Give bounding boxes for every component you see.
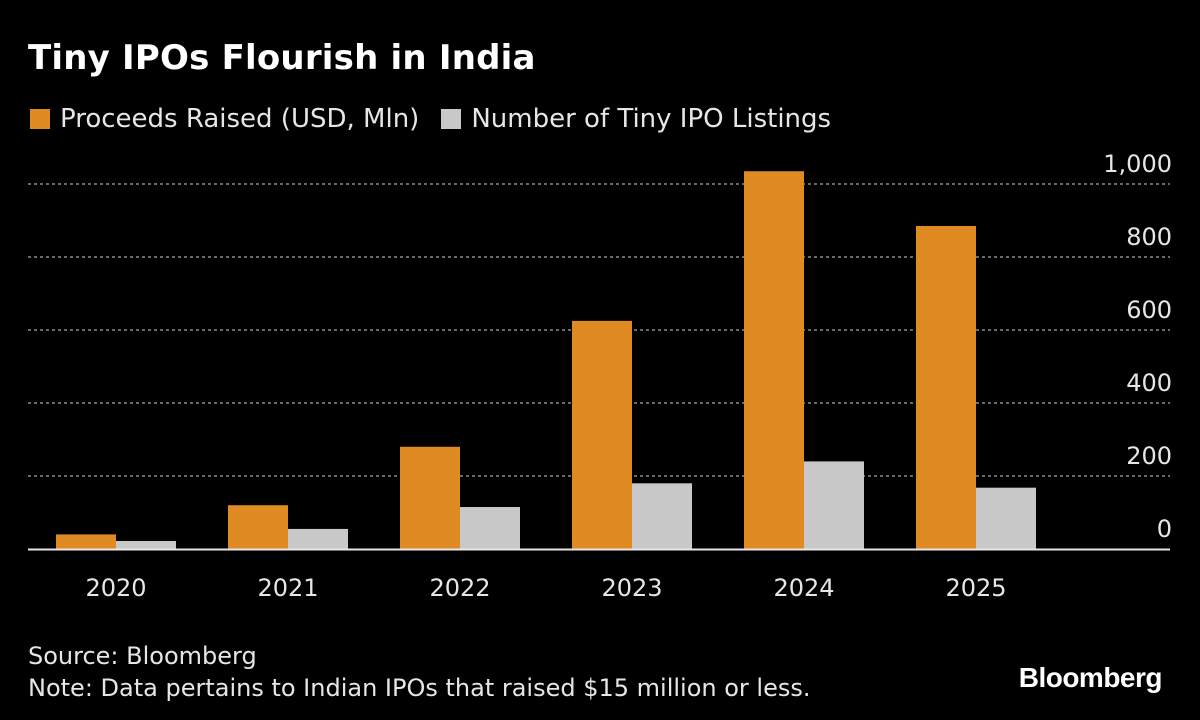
legend-swatch-proceeds (30, 109, 50, 129)
x-tick-label: 2021 (257, 574, 318, 602)
bar-proceeds (400, 446, 460, 549)
bar-proceeds (572, 320, 632, 549)
bar-listings (460, 507, 520, 549)
bar-proceeds (228, 505, 288, 549)
y-tick-label: 200 (1126, 442, 1172, 470)
bar-listings (632, 483, 692, 549)
bloomberg-logo: Bloomberg (1018, 662, 1163, 693)
legend-swatch-listings (441, 109, 462, 129)
data-note: Note: Data pertains to Indian IPOs that … (28, 674, 811, 702)
x-tick-label: 2024 (773, 574, 834, 602)
x-tick-label: 2025 (945, 574, 1006, 602)
bar-proceeds (56, 534, 116, 549)
legend-label-proceeds: Proceeds Raised (USD, Mln) (60, 104, 420, 134)
y-tick-label: 1,000 (1103, 150, 1172, 178)
bar-proceeds (916, 225, 976, 549)
legend: Proceeds Raised (USD, Mln) Number of Tin… (30, 104, 853, 134)
legend-item-listings: Number of Tiny IPO Listings (441, 104, 831, 134)
y-tick-label: 400 (1126, 369, 1172, 397)
y-tick-label: 600 (1126, 296, 1172, 324)
bar-proceeds (744, 171, 804, 549)
x-tick-label: 2020 (85, 574, 146, 602)
x-tick-label: 2023 (601, 574, 662, 602)
legend-label-listings: Number of Tiny IPO Listings (471, 104, 832, 134)
chart-title: Tiny IPOs Flourish in India (28, 38, 536, 78)
bar-listings (976, 487, 1036, 549)
x-tick-label: 2022 (429, 574, 490, 602)
bar-listings (116, 540, 176, 549)
legend-item-proceeds: Proceeds Raised (USD, Mln) (30, 104, 419, 134)
bar-listings (288, 528, 348, 549)
y-tick-label: 0 (1157, 515, 1172, 543)
footer: Source: Bloomberg Note: Data pertains to… (28, 640, 811, 704)
bar-listings (804, 461, 864, 549)
source-note: Source: Bloomberg (28, 642, 257, 670)
y-tick-label: 800 (1126, 223, 1172, 251)
